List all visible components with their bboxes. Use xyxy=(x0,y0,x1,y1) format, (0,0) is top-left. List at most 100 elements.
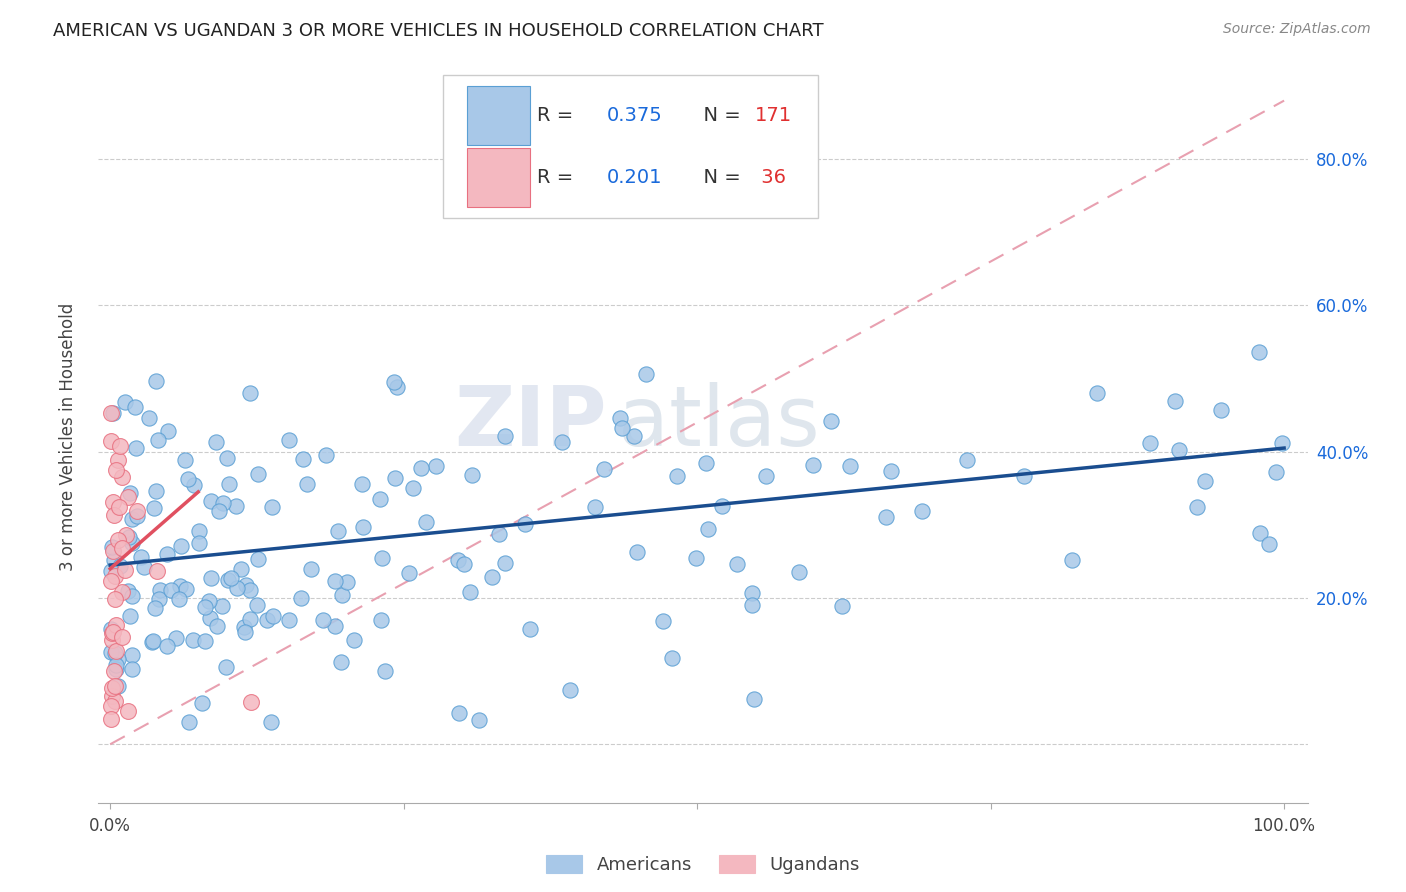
Point xyxy=(101,540,124,554)
Point xyxy=(232,620,254,634)
Point xyxy=(368,492,391,507)
Point xyxy=(312,613,335,627)
Point xyxy=(145,601,167,615)
Point xyxy=(177,472,200,486)
Point xyxy=(141,634,163,648)
Point xyxy=(117,704,139,718)
Point xyxy=(240,694,263,708)
Point xyxy=(118,486,141,500)
Point xyxy=(104,644,127,658)
Point xyxy=(221,571,243,585)
Point xyxy=(839,459,862,474)
Point xyxy=(103,664,125,678)
Point xyxy=(101,544,124,558)
Point xyxy=(226,581,249,595)
Point xyxy=(157,424,180,438)
Point xyxy=(488,527,510,541)
Point xyxy=(330,588,353,602)
FancyBboxPatch shape xyxy=(467,148,530,207)
Point xyxy=(108,500,131,514)
Point xyxy=(111,470,134,484)
Point xyxy=(875,510,897,524)
Point xyxy=(352,520,374,534)
Point xyxy=(143,500,166,515)
Point xyxy=(101,625,124,640)
Point xyxy=(200,571,222,585)
Point xyxy=(218,476,240,491)
Point xyxy=(100,434,122,448)
Point xyxy=(121,589,143,603)
Point xyxy=(100,407,122,421)
Point xyxy=(425,459,447,474)
Point xyxy=(111,630,134,644)
Point xyxy=(125,504,148,518)
Point xyxy=(1194,474,1216,488)
Point xyxy=(167,592,190,607)
Point xyxy=(104,568,127,582)
Point xyxy=(315,449,337,463)
Point xyxy=(290,591,312,605)
Point xyxy=(519,622,541,636)
Point xyxy=(124,400,146,414)
Point xyxy=(447,706,470,720)
Point xyxy=(299,562,322,576)
Point xyxy=(149,582,172,597)
Point xyxy=(246,598,269,612)
Point xyxy=(652,615,675,629)
Point xyxy=(336,574,359,589)
Point xyxy=(104,646,127,660)
Point xyxy=(458,584,481,599)
Point xyxy=(225,499,247,513)
Point xyxy=(194,633,217,648)
Point xyxy=(801,458,824,472)
Point xyxy=(1085,385,1108,400)
Point xyxy=(453,558,475,572)
Point xyxy=(103,625,125,640)
Point xyxy=(239,385,262,400)
Point xyxy=(215,660,238,674)
Point xyxy=(121,662,143,676)
Text: ZIP: ZIP xyxy=(454,382,606,463)
Point xyxy=(246,552,269,566)
Y-axis label: 3 or more Vehicles in Household: 3 or more Vehicles in Household xyxy=(59,303,77,571)
Point xyxy=(156,640,179,654)
Point xyxy=(117,583,139,598)
Point xyxy=(626,544,648,558)
Point xyxy=(1139,436,1161,450)
Point xyxy=(118,530,141,544)
Point xyxy=(100,564,122,578)
Point xyxy=(103,508,125,522)
Point xyxy=(461,467,484,482)
Point xyxy=(191,696,214,710)
Point xyxy=(1271,435,1294,450)
Point xyxy=(103,406,125,420)
Point xyxy=(205,434,228,449)
Point xyxy=(634,367,657,381)
Point xyxy=(115,528,138,542)
Point xyxy=(111,541,134,555)
Point xyxy=(755,469,778,483)
Point xyxy=(695,457,717,471)
Point xyxy=(138,410,160,425)
Point xyxy=(513,517,536,532)
Text: AMERICAN VS UGANDAN 3 OR MORE VEHICLES IN HOUSEHOLD CORRELATION CHART: AMERICAN VS UGANDAN 3 OR MORE VEHICLES I… xyxy=(53,22,824,40)
Point xyxy=(666,469,689,483)
Legend: Americans, Ugandans: Americans, Ugandans xyxy=(538,847,868,881)
Point xyxy=(592,462,614,476)
Point xyxy=(831,599,853,613)
Point xyxy=(121,535,143,549)
Point xyxy=(256,613,278,627)
Point xyxy=(212,496,235,510)
Point xyxy=(742,692,765,706)
Point xyxy=(398,566,420,580)
Point xyxy=(208,504,231,518)
Point xyxy=(101,495,124,509)
Point xyxy=(183,633,205,648)
Point xyxy=(330,655,353,669)
Point xyxy=(100,645,122,659)
Point xyxy=(1185,500,1208,515)
Text: atlas: atlas xyxy=(619,382,820,463)
Point xyxy=(165,631,187,645)
Point xyxy=(385,380,408,394)
Point xyxy=(277,613,299,627)
